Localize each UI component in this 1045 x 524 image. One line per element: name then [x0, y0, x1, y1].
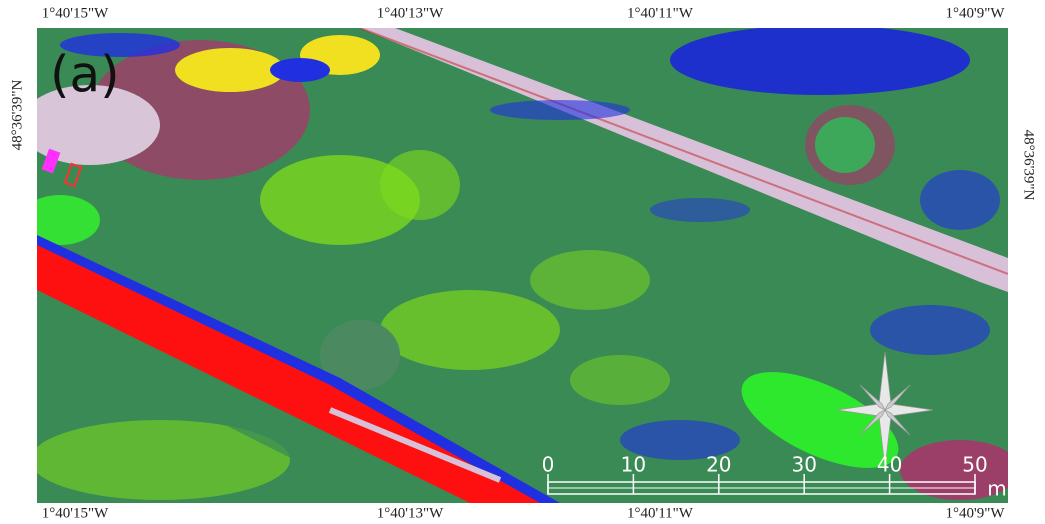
- longitude-label: 1°40'9"W: [946, 5, 1006, 21]
- longitude-label: 1°40'13"W: [377, 505, 444, 521]
- latitude-label: 48°36'39"N: [9, 80, 25, 151]
- scale-label: 20: [706, 453, 731, 477]
- longitude-label: 1°40'11"W: [627, 505, 694, 521]
- scale-label: 10: [621, 453, 646, 477]
- scale-label: 0: [542, 453, 555, 477]
- compass-rose: [836, 351, 934, 469]
- scale-bar: 0 10 20 30 40 50m: [542, 453, 1007, 501]
- longitude-label: 1°40'13"W: [377, 5, 444, 21]
- longitude-label: 1°40'9"W: [946, 505, 1006, 521]
- scale-label: 40: [877, 453, 902, 477]
- longitude-label: 1°40'11"W: [627, 5, 694, 21]
- panel-label: (a): [50, 46, 120, 104]
- scale-label: 50: [962, 453, 987, 477]
- scale-unit: m: [987, 477, 1006, 501]
- longitude-label: 1°40'15"W: [42, 505, 109, 521]
- latitude-label: 48°36'39"N: [1021, 130, 1037, 201]
- longitude-label: 1°40'15"W: [42, 5, 109, 21]
- map-image: [37, 28, 1008, 503]
- scale-label: 30: [791, 453, 816, 477]
